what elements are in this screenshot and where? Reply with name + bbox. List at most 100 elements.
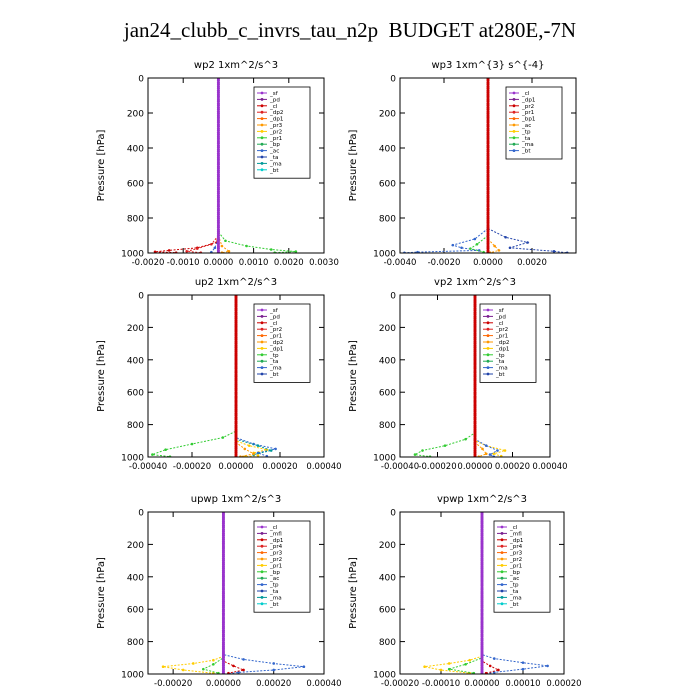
data-point bbox=[486, 162, 490, 166]
data-point bbox=[216, 250, 220, 253]
legend-marker bbox=[260, 123, 264, 127]
legend: _cl_mfl_dp1_pr4_pr3_pr2_pr1_bp_ac_tp_ta_… bbox=[253, 520, 311, 613]
data-point bbox=[486, 187, 490, 191]
legend-entry: _dp1 bbox=[521, 97, 536, 103]
data-point bbox=[243, 447, 247, 451]
data-point bbox=[488, 453, 492, 456]
series-line-bp bbox=[449, 512, 483, 674]
data-point bbox=[216, 112, 220, 116]
data-point bbox=[216, 101, 220, 105]
series-line-dp2 bbox=[152, 295, 237, 457]
y-tick-label: 600 bbox=[127, 389, 144, 399]
data-point bbox=[256, 444, 260, 447]
y-tick-label: 400 bbox=[379, 356, 396, 366]
data-point bbox=[256, 454, 260, 457]
x-tick-label: 0.0010 bbox=[239, 258, 269, 268]
data-point bbox=[486, 87, 490, 90]
data-point bbox=[212, 658, 215, 662]
data-point bbox=[486, 215, 490, 219]
chart-title: upwp 1xm^2/s^3 bbox=[191, 494, 281, 505]
data-point bbox=[492, 452, 496, 456]
data-point bbox=[486, 236, 490, 240]
data-point bbox=[504, 235, 507, 239]
legend-entry: _cl bbox=[269, 321, 278, 327]
data-point bbox=[216, 110, 220, 114]
legend-entry: _dp1 bbox=[269, 346, 284, 352]
legend-marker bbox=[512, 110, 516, 114]
legend-marker bbox=[486, 372, 490, 376]
data-point bbox=[216, 116, 220, 120]
legend-marker bbox=[260, 596, 264, 599]
x-tick-label: -0.0010 bbox=[167, 258, 200, 268]
data-point bbox=[486, 198, 490, 202]
legend-marker bbox=[260, 155, 264, 159]
data-point bbox=[216, 105, 220, 109]
chart-4: vp2 1xm^2/s^3 Pressure [hPa] 0 200 400 600 800… bbox=[348, 277, 568, 472]
data-point bbox=[216, 137, 220, 141]
legend-marker bbox=[486, 353, 490, 357]
data-point bbox=[486, 82, 490, 86]
data-point bbox=[486, 229, 490, 233]
legend-marker bbox=[260, 589, 264, 593]
y-tick-label: 200 bbox=[127, 110, 144, 120]
data-point bbox=[481, 447, 484, 451]
y-tick-label: 1000 bbox=[121, 250, 144, 260]
x-tick-label: 0.00010 bbox=[505, 679, 540, 689]
plot-area bbox=[423, 512, 549, 674]
legend-marker bbox=[260, 366, 264, 369]
legend-entry: _pr2 bbox=[495, 327, 508, 333]
data-point bbox=[508, 246, 512, 250]
data-point bbox=[216, 143, 220, 147]
legend-entry: _cl bbox=[269, 525, 278, 531]
data-point bbox=[221, 436, 225, 439]
y-tick-label: 400 bbox=[379, 145, 396, 155]
data-point bbox=[216, 168, 220, 172]
legend-marker bbox=[260, 557, 264, 561]
data-point bbox=[213, 246, 217, 250]
series-line-pr3 bbox=[217, 78, 231, 253]
x-tick-label: 0.0000 bbox=[473, 258, 503, 268]
data-point bbox=[216, 183, 220, 187]
series-line-dp1 bbox=[186, 78, 219, 253]
data-point bbox=[216, 231, 220, 235]
data-point bbox=[486, 181, 490, 185]
y-axis-label: Pressure [hPa] bbox=[348, 130, 359, 202]
data-point bbox=[216, 219, 220, 223]
legend-entry: _ac bbox=[521, 123, 531, 129]
data-point bbox=[216, 238, 220, 242]
legend-marker bbox=[486, 366, 490, 369]
legend-entry: _tp bbox=[509, 583, 519, 589]
data-point bbox=[216, 173, 220, 177]
data-point bbox=[216, 221, 220, 225]
data-point bbox=[486, 120, 490, 124]
data-point bbox=[216, 196, 220, 200]
legend-entry: _pr2 bbox=[269, 129, 282, 135]
data-point bbox=[216, 82, 220, 86]
data-point bbox=[486, 129, 490, 132]
legend-entry: _bt bbox=[521, 149, 531, 155]
legend-entry: _mfl bbox=[509, 531, 522, 537]
data-point bbox=[447, 667, 451, 671]
data-point bbox=[486, 112, 490, 116]
data-point bbox=[486, 250, 490, 253]
y-axis-label: Pressure [hPa] bbox=[96, 340, 107, 412]
legend-marker bbox=[486, 315, 490, 318]
x-tick-label: -0.00040 bbox=[129, 462, 167, 472]
legend-entry: _cl bbox=[495, 321, 504, 327]
legend-marker bbox=[512, 149, 516, 153]
legend-entry: _bp bbox=[269, 570, 280, 576]
data-point bbox=[486, 202, 490, 206]
data-point bbox=[451, 243, 455, 247]
data-point bbox=[216, 181, 220, 185]
legend: _sf_pd_cl_pr2_pr1_dp2_dp1_tp_ta_ma_bt bbox=[479, 303, 537, 383]
x-tick-label: 0.00020 bbox=[546, 679, 581, 689]
data-point bbox=[216, 124, 220, 128]
legend-entry: _tp bbox=[269, 583, 279, 589]
data-point bbox=[216, 229, 220, 233]
data-point bbox=[216, 200, 220, 204]
data-point bbox=[216, 141, 220, 145]
data-point bbox=[486, 225, 490, 229]
legend-entry: _bt bbox=[269, 602, 279, 608]
data-point bbox=[216, 194, 220, 198]
data-point bbox=[216, 129, 220, 132]
